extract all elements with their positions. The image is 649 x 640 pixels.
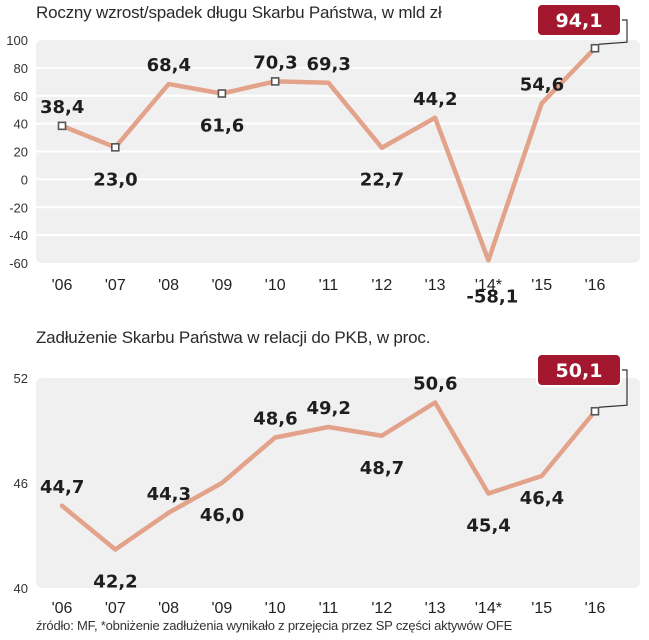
chart-2-data-label-8: 45,4 [466, 516, 510, 537]
chart-1-data-label-2: 68,4 [147, 55, 191, 76]
chart-2-data-label-1: 42,2 [93, 572, 137, 593]
chart-2-x-tick-label-0: '06 [52, 600, 73, 617]
chart-1-y-tick-label-7: -40 [9, 228, 28, 243]
chart-1-y-tick-label-6: -20 [9, 200, 28, 215]
chart-1-x-tick-label-3: '09 [211, 277, 232, 294]
chart-2-title: Zadłużenie Skarbu Państwa w relacji do P… [36, 328, 431, 347]
chart-2-data-label-5: 49,2 [307, 398, 351, 419]
chart-1-series-line [59, 45, 598, 263]
chart-2-y-tick-label-0: 52 [14, 371, 28, 386]
chart-2-group: 52 46 40 '06 '07 '08 '09 '10 '11 '12 '13 '14* '15 '16… [14, 353, 640, 617]
chart-1-data-label-3: 61,6 [200, 116, 244, 137]
chart-2-y-tick-label-1: 46 [14, 476, 28, 491]
chart-1-x-tick-label-1: '07 [105, 277, 126, 294]
chart-1-data-label-6: 22,7 [360, 170, 404, 191]
chart-1-y-tick-label-4: 20 [14, 145, 28, 160]
chart-2-y-tick-label-2: 40 [14, 581, 28, 596]
chart-1-point-marker-3 [217, 89, 227, 98]
chart-2-data-label-7: 50,6 [413, 374, 457, 395]
chart-1-data-label-9: 54,6 [520, 74, 564, 95]
chart-1-data-label-1: 23,0 [93, 169, 137, 190]
chart-2-x-tick-label-9: '15 [531, 600, 552, 617]
chart-2-data-label-9: 46,4 [520, 488, 564, 509]
chart-1-data-label-8: -58,1 [466, 286, 518, 307]
chart-2-x-tick-label-7: '13 [425, 600, 446, 617]
chart-1-x-tick-label-7: '13 [425, 277, 446, 294]
chart-1-group: 100 80 60 40 20 0 -20 -40 -60 '06 '07 '08 '09 '10 '11 '… [6, 3, 640, 307]
chart-1-highlight-leader [598, 19, 628, 45]
chart-2-data-label-6: 48,7 [360, 458, 404, 479]
chart-1-data-label-0: 38,4 [40, 97, 84, 118]
chart-1-x-tick-label-4: '10 [265, 277, 286, 294]
chart-1-data-label-5: 69,3 [307, 54, 351, 75]
chart-2-x-tick-label-1: '07 [105, 600, 126, 617]
chart-2-x-tick-label-8: '14* [475, 600, 502, 617]
chart-2-highlight-box [536, 353, 622, 387]
chart-1-x-tick-label-9: '15 [531, 277, 552, 294]
chart-1-data-label-4: 70,3 [253, 52, 297, 73]
chart-2-series-line [59, 400, 598, 552]
chart-1-y-tick-label-8: -60 [9, 256, 28, 271]
chart-2-highlight-leader [598, 369, 628, 408]
chart-2-x-tick-label-4: '10 [265, 600, 286, 617]
chart-2-x-tick-label-2: '08 [158, 600, 179, 617]
chart-1-highlight-box [536, 3, 622, 37]
chart-2-plot-area [36, 378, 640, 588]
chart-1-x-tick-label-5: '11 [319, 277, 339, 294]
chart-1-point-marker-0 [57, 121, 67, 131]
chart-1-data-label-7: 44,2 [413, 89, 457, 110]
chart-2-point-marker-10 [590, 406, 600, 416]
chart-1-y-tick-label-2: 60 [14, 89, 28, 104]
chart-2-x-tick-label-6: '12 [371, 600, 392, 617]
chart-1-x-tick-label-2: '08 [158, 277, 179, 294]
chart-1-y-tick-label-5: 0 [21, 172, 28, 187]
chart-1-point-marker-10 [590, 43, 600, 53]
chart-2-data-label-3: 46,0 [200, 505, 244, 526]
chart-1-data-label-10: 94,1 [556, 10, 603, 32]
source-note: źródło: MF, *obniżenie zadłużenia wynika… [36, 618, 513, 633]
chart-1-y-tick-label-1: 80 [14, 61, 28, 76]
chart-1-x-tick-label-6: '12 [371, 277, 392, 294]
chart-1-point-marker-1 [111, 143, 120, 152]
chart-2-x-tick-label-10: '16 [585, 600, 606, 617]
chart-2-data-label-4: 48,6 [253, 409, 297, 430]
chart-2-data-label-0: 44,7 [40, 477, 84, 498]
chart-1-title: Roczny wzrost/spadek długu Skarbu Państw… [36, 3, 442, 22]
chart-2-x-tick-label-5: '11 [319, 600, 339, 617]
chart-2-data-label-10: 50,1 [556, 360, 603, 382]
chart-1-y-tick-label-0: 100 [6, 33, 28, 48]
chart-1-x-tick-label-10: '16 [585, 277, 606, 294]
chart-1-y-tick-label-3: 40 [14, 117, 28, 132]
chart-1-x-tick-label-0: '06 [52, 277, 73, 294]
chart-2-data-label-2: 44,3 [147, 484, 191, 505]
chart-1-x-tick-label-8: '14* [475, 277, 502, 294]
chart-1-point-marker-4 [270, 77, 280, 86]
chart-2-x-tick-label-3: '09 [211, 600, 232, 617]
